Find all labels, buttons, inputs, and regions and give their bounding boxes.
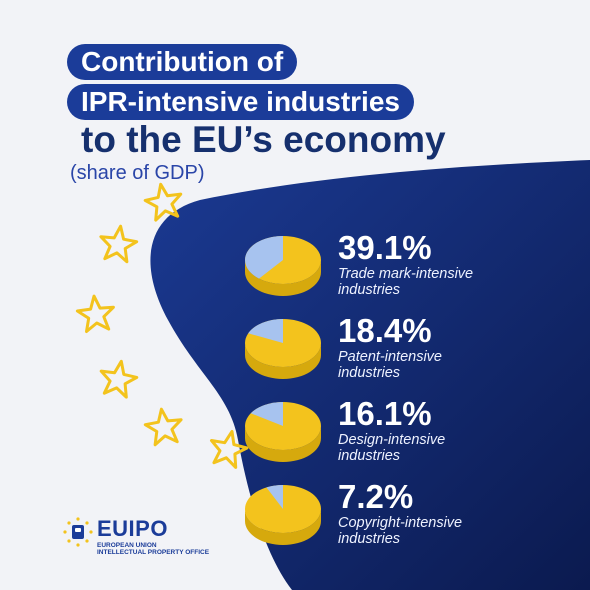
category-label-2: industries — [338, 448, 401, 464]
category-label-2: industries — [338, 365, 401, 381]
star-4 — [99, 359, 139, 399]
pie-side — [245, 509, 321, 545]
pie-3 — [245, 402, 321, 462]
pie-share-slice — [245, 236, 283, 279]
title-block: Contribution of IPR-intensive industries… — [0, 0, 590, 200]
entry-copyright: 7.2% Copyright-intensive industries — [338, 478, 578, 548]
star-3 — [75, 294, 115, 333]
value-label: 7.2% — [338, 478, 414, 515]
logo-subtitle-1: EUROPEAN UNION — [97, 542, 157, 549]
category-label: Patent-intensive — [338, 349, 442, 365]
entry-trade-mark: 39.1% Trade mark-intensive industries — [338, 229, 578, 299]
logo-subtitle-2: INTELLECTUAL PROPERTY OFFICE — [97, 549, 210, 556]
value-label: 18.4% — [338, 312, 432, 349]
pie-share-slice — [250, 402, 283, 426]
eu-stars — [75, 182, 249, 469]
star-1 — [143, 182, 183, 222]
pie-charts — [245, 236, 321, 545]
euipo-mark-icon — [63, 517, 93, 547]
euipo-logo[interactable]: EUIPO EUROPEAN UNION INTELLECTUAL PROPER… — [62, 516, 209, 556]
category-label: Design-intensive — [338, 432, 446, 448]
entry-design: 16.1% Design-intensive industries — [338, 395, 578, 465]
value-label: 16.1% — [338, 395, 432, 432]
logo-name: EUIPO — [97, 516, 168, 541]
title-line-1: Contribution of — [67, 44, 298, 80]
pie-side — [245, 343, 321, 379]
pie-share-slice — [266, 485, 283, 509]
star-6 — [210, 429, 249, 469]
star-2 — [99, 224, 139, 264]
category-label: Copyright-intensive — [338, 515, 463, 531]
category-label-2: industries — [338, 531, 401, 547]
pie-4 — [245, 485, 321, 545]
value-label: 39.1% — [338, 229, 432, 266]
subtitle: (share of GDP) — [70, 162, 205, 184]
category-label-2: industries — [338, 282, 401, 298]
title-line-3: to the EU’s economy — [81, 119, 446, 160]
pie-2 — [245, 318, 321, 379]
pie-side — [245, 260, 321, 296]
pie-1 — [245, 236, 321, 296]
pie-side — [245, 426, 321, 462]
pie-share-slice — [248, 318, 283, 343]
entry-patent: 18.4% Patent-intensive industries — [338, 312, 578, 382]
category-label: Trade mark-intensive — [338, 266, 474, 282]
star-5 — [143, 407, 183, 447]
title-line-2: IPR-intensive industries — [67, 84, 414, 120]
